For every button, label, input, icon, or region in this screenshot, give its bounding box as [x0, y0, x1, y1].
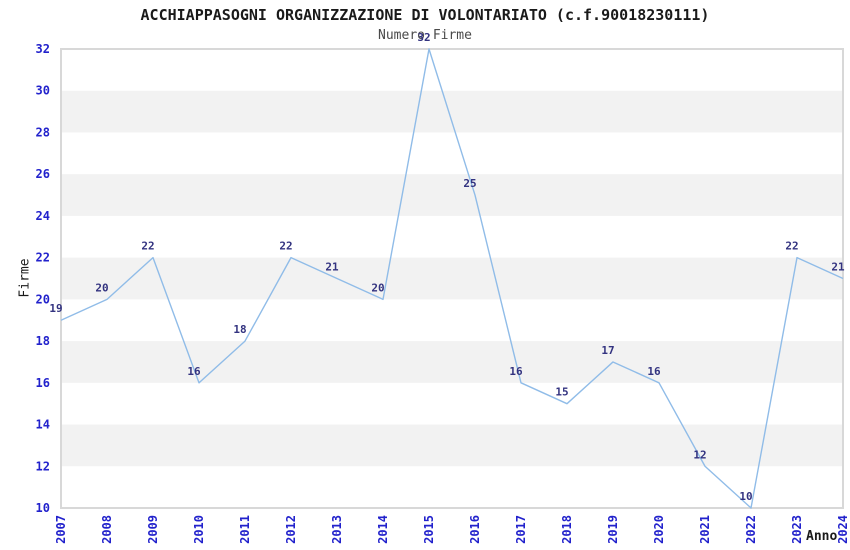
y-tick-label: 12: [36, 459, 50, 473]
x-tick-label: 2010: [192, 515, 206, 544]
x-tick-label: 2013: [330, 515, 344, 544]
y-tick-label: 32: [36, 42, 50, 56]
plot-band: [61, 174, 843, 216]
point-label: 16: [187, 365, 201, 378]
y-tick-label: 20: [36, 292, 50, 306]
point-label: 22: [785, 240, 798, 253]
x-tick-label: 2007: [54, 515, 68, 544]
point-label: 22: [279, 240, 292, 253]
y-tick-label: 16: [36, 376, 50, 390]
point-label: 15: [555, 386, 568, 399]
point-label: 17: [601, 344, 614, 357]
point-label: 16: [509, 365, 523, 378]
x-tick-label: 2009: [146, 515, 160, 544]
point-label: 21: [325, 261, 339, 274]
x-tick-label: 2020: [652, 515, 666, 544]
plot-band: [61, 90, 843, 133]
point-label: 20: [95, 281, 108, 294]
point-label: 25: [463, 177, 476, 190]
point-label: 22: [141, 240, 154, 253]
x-tick-label: 2021: [698, 515, 712, 544]
x-tick-label: 2014: [376, 515, 390, 544]
point-label: 12: [693, 448, 706, 461]
point-label: 32: [417, 31, 430, 44]
y-tick-label: 14: [36, 418, 50, 432]
plot-band: [61, 341, 843, 383]
x-tick-label: 2018: [560, 515, 574, 544]
point-label: 21: [831, 261, 845, 274]
point-label: 16: [647, 365, 661, 378]
y-tick-label: 24: [36, 209, 50, 223]
point-label: 18: [233, 323, 246, 336]
x-tick-label: 2022: [744, 515, 758, 544]
x-tick-label: 2015: [422, 515, 436, 544]
x-tick-label: 2012: [284, 515, 298, 544]
x-tick-label: 2019: [606, 515, 620, 544]
plot-band: [61, 424, 843, 467]
x-axis-title: Anno: [806, 529, 838, 544]
point-label: 10: [739, 490, 752, 503]
y-tick-label: 22: [36, 251, 50, 265]
x-tick-label: 2011: [238, 515, 252, 544]
x-tick-label: 2008: [100, 515, 114, 544]
x-tick-label: 2017: [514, 515, 528, 544]
y-axis-title: Firme: [17, 258, 33, 298]
x-tick-label: 2023: [790, 515, 804, 544]
point-label: 20: [371, 281, 384, 294]
y-tick-label: 30: [36, 84, 50, 98]
y-tick-label: 26: [36, 167, 50, 181]
chart-subtitle: Numero Firme: [378, 28, 472, 43]
point-label: 19: [49, 302, 62, 315]
x-tick-label: 2016: [468, 515, 482, 544]
y-tick-label: 28: [36, 125, 50, 139]
chart-title: ACCHIAPPASOGNI ORGANIZZAZIONE DI VOLONTA…: [140, 6, 710, 24]
y-tick-label: 18: [36, 334, 50, 348]
y-tick-label: 10: [36, 501, 50, 515]
x-tick-label: 2024: [836, 515, 850, 544]
data-line: [60, 48, 844, 509]
plot-band: [61, 257, 843, 300]
